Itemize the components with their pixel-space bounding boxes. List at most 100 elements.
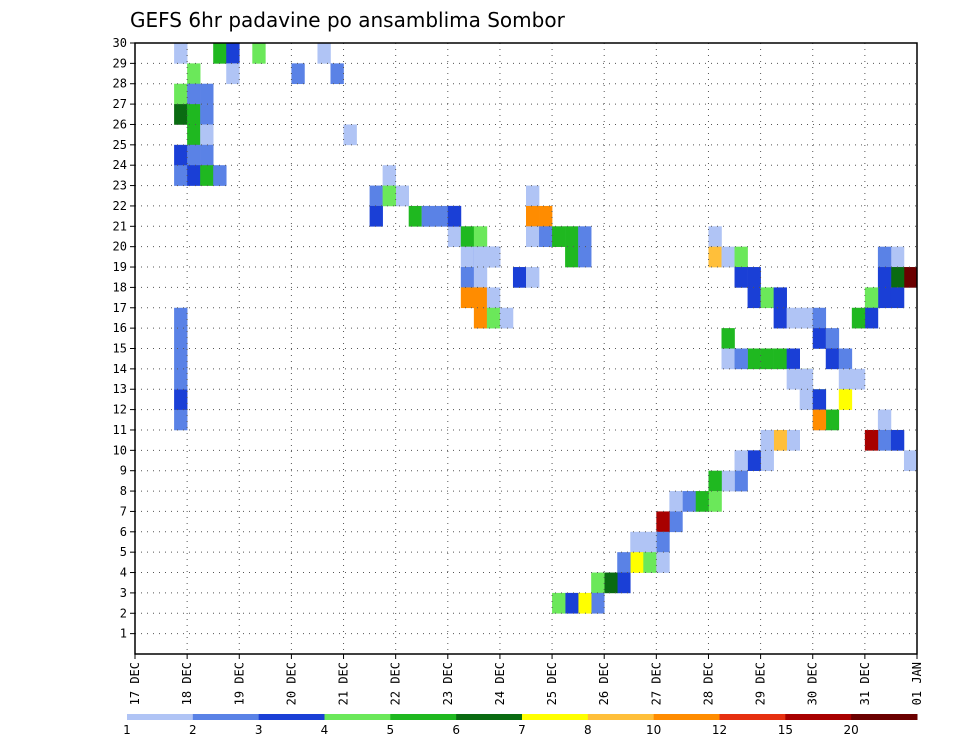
heatmap-cell: [903, 450, 918, 471]
y-tick-label: 8: [120, 484, 127, 498]
y-tick-label: 23: [113, 179, 127, 193]
heatmap-cell: [786, 307, 800, 329]
x-tick-label: 31 DEC: [858, 662, 872, 705]
y-tick-label: 9: [120, 464, 127, 478]
heatmap-cell: [526, 226, 540, 247]
heatmap-cell: [565, 246, 579, 268]
heatmap-cell: [539, 226, 553, 247]
colorbar-label: 5: [387, 723, 395, 737]
heatmap-cell: [343, 124, 357, 146]
heatmap-cell: [851, 307, 866, 329]
x-tick-label: 18 DEC: [180, 662, 194, 705]
heatmap-cell: [486, 307, 501, 329]
heatmap-cell: [539, 205, 553, 227]
y-tick-label: 6: [120, 525, 127, 539]
heatmap-cell: [200, 144, 214, 166]
y-tick-label: 14: [113, 362, 127, 376]
heatmap-cell: [773, 348, 787, 370]
heatmap-cell: [369, 205, 383, 227]
heatmap-cell: [591, 592, 605, 614]
heatmap-cell: [473, 246, 488, 268]
colorbar: 1 2 3 4 5 6 7 8 10 12 15 20: [123, 714, 918, 737]
heatmap-cell: [200, 83, 214, 105]
x-tick-label: 22 DEC: [389, 662, 403, 705]
heatmap-cell: [773, 429, 787, 451]
heatmap-cell: [187, 144, 201, 166]
y-tick-label: 7: [120, 504, 127, 518]
heatmap-cell: [460, 287, 475, 309]
heatmap-cell: [447, 226, 462, 247]
heatmap-cell: [734, 348, 748, 370]
y-tick-label: 13: [113, 382, 127, 396]
y-tick-label: 4: [120, 566, 127, 580]
heatmap-cell: [786, 348, 800, 370]
heatmap-cell: [825, 348, 840, 370]
heatmap-cell: [630, 552, 644, 573]
heatmap-cell: [864, 287, 879, 309]
x-tick-label: 24 DEC: [493, 662, 507, 705]
heatmap-cell: [838, 348, 853, 370]
heatmap-cell: [486, 287, 501, 309]
colorbar-label: 7: [518, 723, 526, 737]
heatmap-cell: [473, 287, 488, 309]
heatmap-cell: [174, 43, 188, 64]
heatmap-cell: [174, 389, 188, 410]
heatmap-cell: [552, 592, 566, 614]
colorbar-swatch: [127, 714, 194, 720]
heatmap-cell: [187, 83, 201, 105]
heatmap-cell: [734, 246, 748, 268]
heatmap-cell: [890, 429, 905, 451]
heatmap-cell: [825, 328, 840, 349]
heatmap-cell: [213, 43, 227, 64]
heatmap-cell: [890, 246, 905, 268]
x-tick-label: 26 DEC: [597, 662, 611, 705]
heatmap-cell: [656, 511, 670, 533]
heatmap-cell: [760, 348, 774, 370]
heatmap-cell: [174, 104, 188, 125]
heatmap-cell: [526, 185, 540, 207]
colorbar-label: 3: [255, 723, 263, 737]
y-tick-label: 16: [113, 321, 127, 335]
colorbar-swatch: [390, 714, 457, 720]
x-tick-label: 17 DEC: [128, 662, 142, 705]
y-tick-label: 5: [120, 545, 127, 559]
heatmap-cell: [174, 144, 188, 166]
heatmap-cell: [747, 450, 761, 471]
x-tick-label: 20 DEC: [284, 662, 298, 705]
heatmap-cell: [200, 165, 214, 186]
heatmap-cell: [812, 389, 827, 410]
heatmap-cell: [187, 124, 201, 146]
y-tick-label: 25: [113, 138, 127, 152]
colorbar-label: 4: [321, 723, 329, 737]
heatmap-cell: [460, 246, 475, 268]
colorbar-swatch: [785, 714, 852, 720]
heatmap-cell: [695, 491, 709, 512]
heatmap-cell: [617, 572, 631, 594]
heatmap-cell: [447, 205, 462, 227]
heatmap-cell: [773, 307, 787, 329]
heatmap-cell: [552, 226, 566, 247]
heatmap-cell: [656, 552, 670, 573]
heatmap-cell: [604, 572, 618, 594]
y-tick-label: 28: [113, 77, 127, 91]
heatmap-cell: [187, 104, 201, 125]
heatmap-cell: [174, 368, 188, 390]
heatmap-cell: [890, 287, 905, 309]
heatmap-cell: [721, 246, 735, 268]
colorbar-label: 10: [646, 723, 661, 737]
heatmap-cell: [799, 307, 814, 329]
heatmap-cell: [330, 63, 344, 85]
heatmap-cell: [864, 429, 879, 451]
colorbar-label: 2: [189, 723, 197, 737]
y-tick-label: 2: [120, 606, 127, 620]
x-tick-label: 19 DEC: [232, 662, 246, 705]
x-tick-label: 01 JAN: [910, 662, 924, 705]
heatmap-cell: [812, 307, 827, 329]
heatmap-cell: [721, 328, 735, 349]
y-tick-label: 21: [113, 219, 127, 233]
gridlines: [135, 43, 917, 654]
heatmap-cell: [708, 470, 722, 492]
heatmap-cell: [526, 205, 540, 227]
heatmap-cell: [565, 592, 579, 614]
heatmap-cell: [708, 491, 722, 512]
